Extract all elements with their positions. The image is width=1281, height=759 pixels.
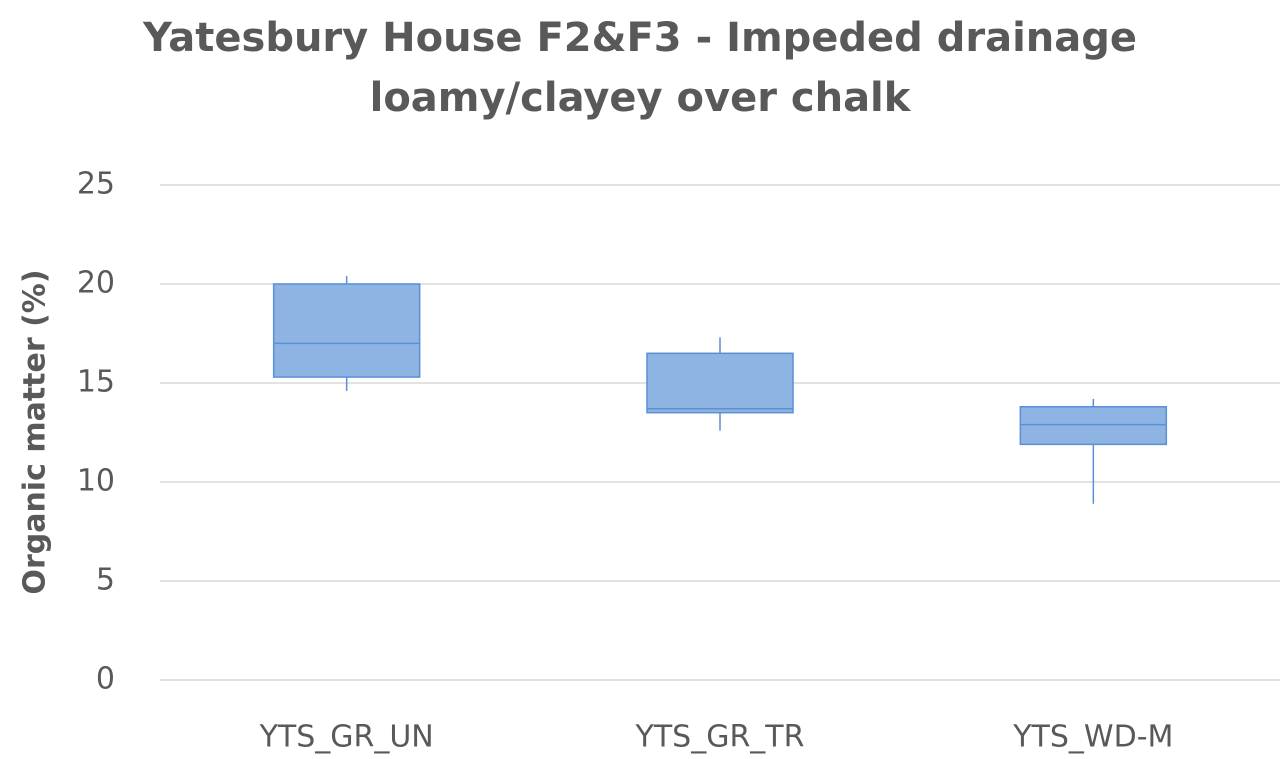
y-tick-label: 0 <box>96 662 115 697</box>
y-tick-label: 10 <box>77 464 115 499</box>
box <box>646 352 794 414</box>
box <box>272 283 421 378</box>
x-tick-label: YTS_GR_TR <box>635 720 805 755</box>
y-tick-label: 5 <box>96 563 115 598</box>
y-tick-label: 20 <box>77 266 115 301</box>
y-tick-label: 25 <box>77 167 115 202</box>
y-axis-label: Organic matter (%) <box>18 269 53 594</box>
x-tick-label: YTS_WD-M <box>1012 720 1173 755</box>
box <box>1019 406 1168 446</box>
y-tick-label: 15 <box>77 365 115 400</box>
x-tick-label: YTS_GR_UN <box>259 720 434 755</box>
chart-title: Yatesbury House F2&F3 - Impeded drainage <box>142 15 1137 61</box>
chart-title: loamy/clayey over chalk <box>370 75 912 121</box>
